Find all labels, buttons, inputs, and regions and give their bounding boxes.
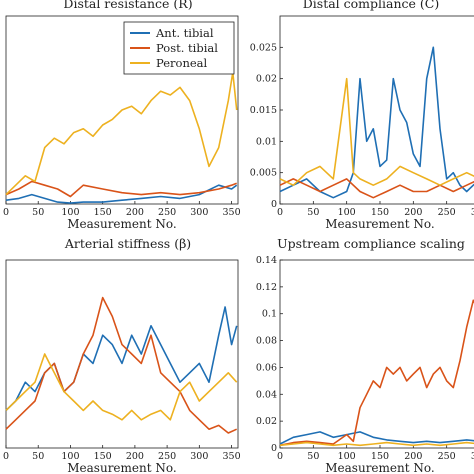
panel-title: Arterial stiffness (β): [64, 236, 191, 251]
x-axis-label: Measurement No.: [325, 461, 434, 474]
x-tick-label: 250: [438, 451, 456, 462]
y-tick-label: 0.12: [256, 282, 277, 293]
y-tick-label: 0.01: [256, 136, 277, 147]
x-tick-label: 300: [190, 451, 208, 462]
x-tick-label: 0: [3, 451, 9, 462]
x-axis-label: Measurement No.: [325, 217, 434, 231]
x-tick-labels: 0 50 100 150 200 250 300 350: [3, 445, 241, 462]
y-tick-label: 0.1: [262, 309, 277, 320]
panel-distal-compliance: Distal compliance (C) 0 50 100 150 200 250 3 00…: [250, 0, 474, 218]
panel-upstream-compliance-scaling: Upstream compliance scaling 0 50 100 150 200…: [256, 236, 474, 462]
x-tick-label: 150: [94, 207, 112, 218]
x-tick-label: 350: [222, 207, 240, 218]
series-line-peroneal: [279, 441, 474, 447]
series-line-peroneal: [279, 77, 474, 186]
x-axis-label: Measurement No.: [67, 461, 176, 474]
y-tick-label: 0.015: [250, 105, 277, 116]
x-tick-label: 50: [32, 207, 44, 218]
x-tick-label: 0: [277, 451, 283, 462]
x-tick-label: 100: [338, 451, 356, 462]
series-line-post-tibial: [5, 296, 238, 434]
x-tick-label: 200: [404, 207, 422, 218]
y-tick-label: 0.04: [256, 389, 277, 400]
x-tick-label: 200: [404, 451, 422, 462]
axis-tick-labels: 0 50 100 150 200 250 300 0 0.02 0.04 0.06 0.08 0.1 0.…: [256, 255, 474, 462]
series-lines: [5, 71, 238, 204]
y-tick-label: 0.08: [256, 336, 277, 347]
series-line-post-tibial: [279, 178, 474, 199]
panel-title: Distal resistance (R): [63, 0, 192, 11]
series-line-ant-tibial: [5, 184, 238, 204]
x-tick-label: 50: [307, 451, 319, 462]
x-tick-label: 200: [126, 207, 144, 218]
x-tick-label: 300: [471, 451, 474, 462]
panel-distal-resistance: Distal resistance (R) 0 50 100 150 200 250 300…: [3, 0, 241, 218]
x-tick-labels: 0 50 100 150 200 250 300 350: [3, 201, 241, 218]
y-tick-label: 0.14: [256, 255, 277, 266]
y-tick-label: 0.02: [256, 74, 277, 85]
y-tick-label: 0.005: [250, 168, 277, 179]
legend: Ant. tibial Post. tibial Peroneal: [123, 21, 235, 75]
x-tick-label: 350: [222, 451, 240, 462]
x-tick-label: 100: [338, 207, 356, 218]
panel-title: Upstream compliance scaling: [277, 236, 465, 251]
x-tick-label: 150: [94, 451, 112, 462]
legend-label-ant-tibial: Ant. tibial: [155, 26, 214, 40]
x-tick-label: 0: [3, 207, 9, 218]
x-tick-label: 250: [158, 451, 176, 462]
x-axis-label: Measurement No.: [67, 217, 176, 231]
x-tick-label: 300: [190, 207, 208, 218]
y-tick-label: 0.02: [256, 416, 277, 427]
series-line-ant-tibial: [279, 431, 474, 445]
x-tick-label: 150: [371, 451, 389, 462]
series-line-post-tibial: [279, 299, 474, 447]
series-lines: [279, 299, 474, 447]
plot-frame: [5, 259, 239, 449]
x-tick-label: 50: [32, 451, 44, 462]
plot-frame: [5, 15, 239, 205]
series-line-post-tibial: [5, 180, 237, 198]
panel-title: Distal compliance (C): [303, 0, 439, 11]
x-tick-label: 250: [438, 207, 456, 218]
x-tick-label: 300: [471, 207, 474, 218]
x-tick-label: 200: [126, 451, 144, 462]
x-tick-label: 50: [307, 207, 319, 218]
y-tick-label: 0.06: [256, 362, 277, 373]
y-tick-label: 0.025: [250, 42, 277, 53]
series-line-peroneal: [5, 353, 238, 421]
series-lines: [279, 46, 474, 199]
series-line-peroneal: [5, 71, 238, 196]
x-tick-label: 150: [371, 207, 389, 218]
axis-tick-labels: 0 50 100 150 200 250 300 0 0.005 0.01 0.015 0.02 0.0…: [250, 42, 474, 218]
y-tick-label: 0: [271, 199, 277, 210]
x-tick-label: 100: [61, 451, 79, 462]
series-lines: [5, 296, 238, 434]
x-tick-label: 250: [158, 207, 176, 218]
legend-label-peroneal: Peroneal: [156, 56, 208, 70]
series-line-ant-tibial: [279, 46, 474, 199]
x-tick-label: 0: [277, 207, 283, 218]
legend-label-post-tibial: Post. tibial: [156, 41, 218, 55]
x-tick-label: 100: [61, 207, 79, 218]
panel-arterial-stiffness: Arterial stiffness (β) 0 50 100 150 200 250 30…: [3, 236, 241, 474]
y-tick-label: 0: [271, 443, 277, 454]
